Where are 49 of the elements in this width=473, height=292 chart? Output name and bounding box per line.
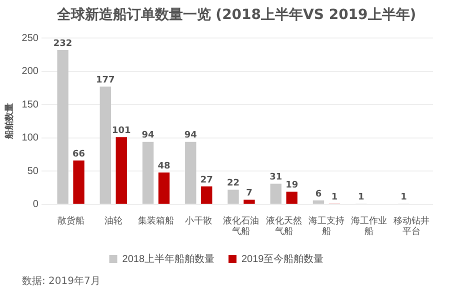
data-label: 101 [112, 126, 131, 136]
x-tick-label: 油轮 [104, 215, 122, 226]
data-label: 177 [96, 75, 115, 86]
data-label: 94 [184, 130, 197, 141]
data-label: 1 [358, 192, 364, 203]
x-tick-label: 海工作业船 [351, 215, 388, 236]
y-tick-label: 50 [27, 166, 39, 177]
x-tick-label: 液化石油气船 [223, 215, 260, 236]
bar [270, 184, 282, 204]
x-tick-label: 集装箱船 [138, 215, 174, 226]
y-tick-label: 100 [22, 132, 39, 144]
bar [228, 190, 239, 204]
data-label: 48 [158, 161, 170, 172]
bar [286, 192, 298, 204]
bar [73, 160, 84, 204]
bar [201, 186, 212, 204]
x-tick-label: 液化天然气船 [266, 215, 302, 236]
legend-label: 2019至今船舶数量 [242, 252, 324, 265]
data-label: 66 [72, 149, 86, 160]
data-label: 6 [315, 189, 322, 200]
legend-label: 2018上半年船舶数量 [122, 252, 215, 265]
y-tick-label: 200 [22, 66, 39, 78]
y-axis-title: 船舶数量 [4, 103, 14, 140]
chart-title: 全球新造船订单数量一览 (2018上半年VS 2019上半年) [56, 6, 418, 24]
data-label: 27 [200, 175, 213, 186]
data-label: 22 [226, 178, 240, 189]
data-label: 19 [286, 180, 298, 191]
data-label: 94 [142, 130, 154, 141]
data-label: 31 [270, 172, 282, 183]
y-tick-label: 0 [32, 199, 39, 210]
bar [312, 200, 324, 204]
bar [244, 200, 255, 204]
y-tick-label: 150 [22, 99, 39, 110]
y-tick-label: 250 [22, 32, 39, 44]
bar [185, 142, 196, 204]
data-label: 232 [53, 38, 72, 49]
x-tick-label: 移动钻井平台 [394, 215, 430, 236]
x-tick-label: 散货船 [57, 215, 84, 226]
data-label: 1 [400, 192, 407, 203]
bar [158, 172, 170, 204]
bar [57, 50, 68, 204]
text: 数据: 2019年7月 [22, 275, 100, 288]
bar [100, 86, 112, 204]
x-tick-label: 海工支持船 [308, 215, 344, 236]
bar [142, 142, 154, 204]
x-tick-label: 小干散 [185, 215, 212, 226]
data-label: 7 [246, 188, 252, 199]
bar [116, 137, 127, 204]
data-label: 1 [331, 192, 338, 203]
